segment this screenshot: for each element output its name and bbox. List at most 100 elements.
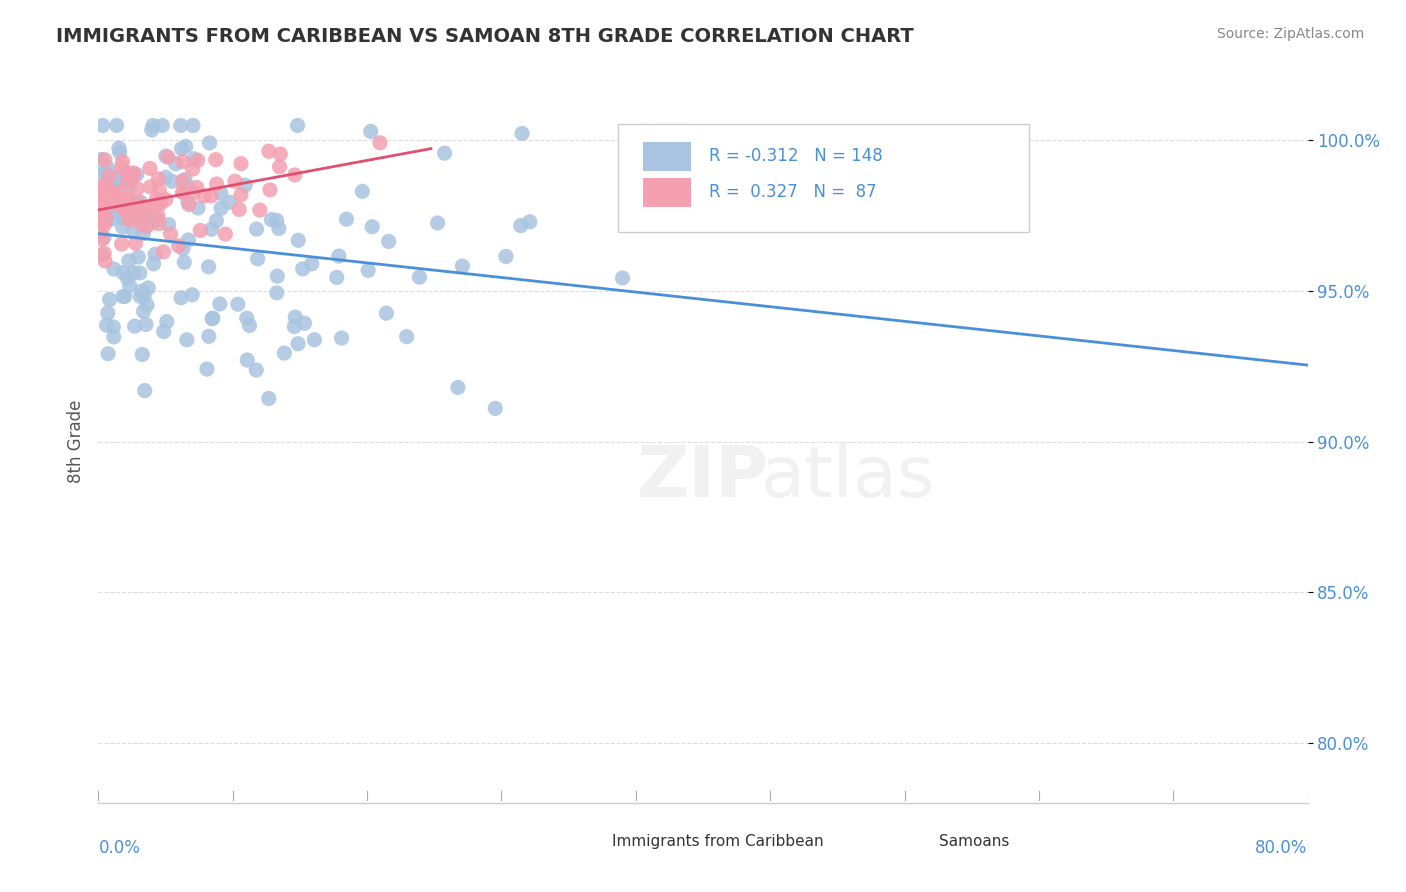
Point	[160, 174, 183, 188]
Point	[238, 318, 260, 333]
Point	[152, 244, 174, 259]
Point	[132, 304, 155, 318]
Point	[89, 185, 111, 199]
Point	[269, 147, 291, 161]
Point	[301, 257, 323, 271]
Point	[228, 202, 250, 217]
Point	[115, 205, 138, 219]
Point	[375, 306, 398, 320]
Point	[156, 315, 179, 329]
Point	[273, 346, 295, 360]
Point	[143, 247, 166, 261]
Point	[209, 186, 232, 201]
Point	[170, 142, 193, 156]
Point	[101, 212, 124, 227]
Point	[201, 311, 224, 326]
Point	[150, 119, 173, 133]
Point	[96, 318, 118, 333]
Point	[335, 212, 357, 227]
Point	[90, 180, 112, 194]
Point	[141, 216, 163, 230]
Text: IMMIGRANTS FROM CARIBBEAN VS SAMOAN 8TH GRADE CORRELATION CHART: IMMIGRANTS FROM CARIBBEAN VS SAMOAN 8TH …	[56, 27, 914, 45]
Point	[141, 123, 163, 137]
Point	[128, 196, 150, 211]
Point	[93, 211, 115, 225]
Point	[114, 289, 136, 303]
Point	[111, 161, 134, 175]
Point	[395, 329, 418, 343]
Point	[177, 197, 200, 211]
Point	[209, 201, 232, 215]
Point	[108, 170, 131, 185]
Point	[90, 187, 112, 202]
Point	[136, 298, 159, 312]
Point	[174, 139, 197, 153]
Point	[236, 353, 259, 368]
Point	[98, 183, 121, 197]
Point	[103, 204, 125, 219]
Point	[176, 178, 198, 193]
Point	[132, 227, 155, 241]
Point	[100, 194, 122, 209]
Point	[155, 149, 177, 163]
Point	[368, 136, 391, 150]
Point	[165, 157, 187, 171]
Point	[142, 257, 165, 271]
Point	[291, 261, 314, 276]
Point	[246, 252, 269, 266]
Point	[93, 183, 115, 197]
Point	[149, 194, 172, 209]
Point	[93, 218, 115, 232]
Point	[170, 119, 193, 133]
Text: R =  0.327   N =  87: R = 0.327 N = 87	[709, 183, 877, 202]
Point	[112, 211, 135, 226]
Point	[200, 222, 222, 236]
Point	[173, 172, 195, 186]
Point	[117, 191, 139, 205]
Point	[135, 318, 157, 332]
Point	[97, 161, 120, 175]
Point	[115, 175, 138, 189]
Point	[193, 189, 215, 203]
Point	[136, 281, 159, 295]
Point	[148, 183, 170, 197]
Point	[118, 177, 141, 191]
Point	[125, 168, 148, 182]
Point	[89, 225, 111, 239]
Point	[352, 185, 374, 199]
Point	[157, 218, 180, 232]
Point	[103, 330, 125, 344]
Point	[612, 271, 634, 285]
Point	[170, 291, 193, 305]
Point	[89, 188, 111, 202]
Point	[188, 223, 211, 237]
Point	[129, 216, 152, 230]
Point	[208, 297, 231, 311]
Point	[118, 213, 141, 227]
Point	[201, 311, 224, 326]
Point	[129, 289, 152, 303]
Point	[214, 227, 236, 241]
Point	[181, 162, 204, 177]
Point	[112, 289, 135, 303]
Text: ZIP: ZIP	[637, 443, 769, 512]
Point	[146, 212, 169, 227]
Point	[330, 331, 353, 345]
Point	[121, 204, 143, 219]
Point	[233, 178, 256, 193]
Point	[91, 166, 114, 180]
Point	[149, 196, 172, 211]
Point	[509, 219, 531, 233]
Point	[283, 319, 305, 334]
Point	[108, 199, 131, 213]
FancyBboxPatch shape	[643, 142, 690, 170]
Point	[108, 145, 131, 160]
Point	[510, 127, 533, 141]
Point	[229, 187, 252, 202]
Point	[447, 380, 470, 394]
Point	[172, 174, 194, 188]
Point	[360, 124, 382, 138]
Point	[284, 310, 307, 325]
Point	[156, 150, 179, 164]
Point	[155, 193, 177, 207]
